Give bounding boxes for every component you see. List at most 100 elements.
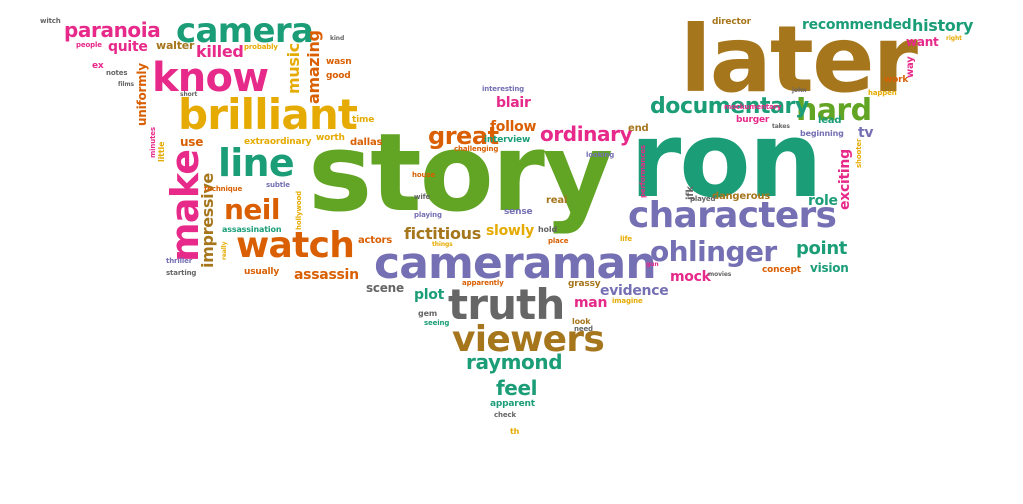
word-fictitious: fictitious [404,224,481,243]
word-end: end [628,123,649,134]
word-need: need [574,325,593,333]
word-dallas: dallas [350,137,383,148]
word-walter: walter [156,39,195,52]
word-played: played [690,195,716,203]
word-follow: follow [490,119,537,135]
word-shooter: shooter [855,138,863,168]
word-scene: scene [366,281,404,295]
word-blair: blair [496,95,531,111]
word-hollywood: hollywood [295,191,303,230]
word-ohlinger: ohlinger [650,235,777,268]
word-story: story [308,111,613,236]
word-gem: gem [418,309,438,318]
word-imagine: imagine [612,297,643,305]
word-worth: worth [316,133,345,143]
word-extraordinary: extraordinary [244,137,312,147]
word-usually: usually [244,267,280,277]
word-amazing: amazing [304,30,323,104]
word-place: place [548,237,569,245]
word-vision: vision [810,261,849,275]
word-apparently: apparently [462,279,504,287]
word-raymond: raymond [466,350,563,374]
word-wasn: wasn [326,57,352,67]
word-great: great [428,122,499,150]
word-wife: wife [414,193,431,201]
word-use: use [180,135,204,149]
word-notes: notes [106,69,128,77]
word-quite: quite [108,39,148,55]
word-mock: mock [670,269,711,285]
word-takes: takes [772,123,790,130]
word-truth: truth [448,280,565,329]
word-performances: performances [639,145,647,198]
word-th: th [510,427,520,436]
word-music: music [284,43,303,94]
word-evidence: evidence [600,283,669,299]
word-hold: hold [538,225,558,234]
word-life: life [620,235,633,243]
word-hard: hard [796,93,872,128]
word-john: john [792,87,807,94]
word-director: director [712,17,751,27]
word-want: want [906,35,939,49]
word-camera: camera [176,11,314,51]
word-gun: gun [646,261,659,268]
word-tv: tv [858,125,874,141]
word-killed: killed [196,42,244,61]
word-man: man [574,295,608,311]
word-check: check [494,411,516,419]
word-technique: technique [204,185,243,193]
word-ron: ron [630,99,823,221]
word-know: know [152,55,269,101]
word-work: work [884,75,909,85]
word-really: really [221,241,228,260]
word-documentary: documentary [650,94,809,119]
word-look: look [572,317,591,326]
word-plot: plot [414,287,445,303]
word-things: things [432,241,453,248]
word-way: way [905,56,916,78]
word-films: films [118,81,134,88]
word-movies: movies [708,271,732,278]
word-line: line [218,141,295,185]
word-point: point [796,238,848,259]
word-concept: concept [762,265,801,275]
word-ordinary: ordinary [540,122,633,146]
word-witch: witch [40,17,61,25]
word-ex: ex [92,61,104,71]
word-house: house [412,171,435,179]
word-history: history [912,16,974,35]
word-time: time [352,115,375,125]
word-kind: kind [330,35,345,42]
word-probably: probably [244,43,278,51]
word-assassination: assassination [222,225,282,234]
word-looking: looking [586,151,615,159]
word-seeing: seeing [424,319,450,327]
word-burger: burger [736,115,770,125]
word-characters: characters [628,195,837,236]
word-short: short [180,91,198,98]
word-cameraman: cameraman [374,238,657,289]
word-viewers: viewers [452,319,605,360]
word-playing: playing [414,211,442,219]
word-sense: sense [504,207,533,217]
word-happen: happen [868,89,897,97]
word-subtle: subtle [266,181,290,189]
word-uniformly: uniformly [135,63,149,126]
word-little: little [157,141,166,162]
word-watch: watch [236,225,355,266]
word-slowly: slowly [486,223,534,239]
word-real: real [546,195,568,206]
word-mockumentary: mockumentary [724,103,782,111]
word-grassy: grassy [568,279,601,289]
word-feel: feel [496,376,538,400]
word-minutes: minutes [149,127,157,158]
word-starting: starting [166,269,197,277]
word-people: people [76,41,102,49]
word-challenging: challenging [454,145,499,153]
word-role: role [808,193,838,209]
word-later: later [680,6,918,113]
word-brilliant: brilliant [178,90,358,139]
word-neil: neil [224,193,280,226]
word-recommended: recommended [802,17,912,33]
